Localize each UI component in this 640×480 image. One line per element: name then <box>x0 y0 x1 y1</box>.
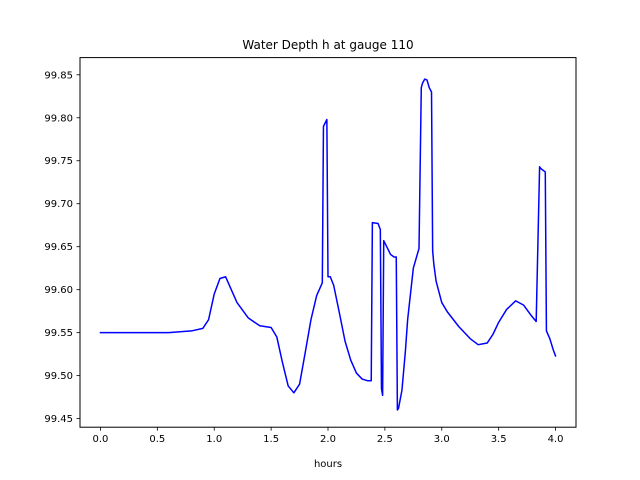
axes-frame <box>79 57 577 428</box>
series-line-water-depth <box>99 78 557 411</box>
y-tick-label: 99.50 <box>44 371 73 382</box>
x-tick-label: 0.5 <box>149 434 165 445</box>
y-tick-label: 99.75 <box>44 156 73 167</box>
plot-area <box>99 78 557 411</box>
y-tick-label: 99.45 <box>44 414 73 425</box>
y-tick-label: 99.60 <box>44 285 73 296</box>
x-tick-label: 0.0 <box>93 434 109 445</box>
x-tick-label: 1.0 <box>206 434 222 445</box>
x-tick-label: 3.5 <box>491 434 507 445</box>
x-axis-label: hours <box>314 459 342 470</box>
y-tick-label: 99.80 <box>44 113 73 124</box>
x-tick-label: 2.0 <box>320 434 336 445</box>
y-tick-label: 99.70 <box>44 199 73 210</box>
x-tick-label: 3.0 <box>434 434 450 445</box>
x-tick-label: 2.5 <box>377 434 393 445</box>
x-tick-label: 4.0 <box>548 434 564 445</box>
y-tick-label: 99.65 <box>44 242 73 253</box>
x-tick-label: 1.5 <box>263 434 279 445</box>
y-tick-label: 99.55 <box>44 328 73 339</box>
axis-ticks: 0.0 0.5 1.0 1.5 2.0 2.5 3.0 3.5 4.0 99.45 99.50 99.… <box>44 70 563 445</box>
chart-title: Water Depth h at gauge 110 <box>242 38 413 52</box>
y-tick-label: 99.85 <box>44 70 73 81</box>
